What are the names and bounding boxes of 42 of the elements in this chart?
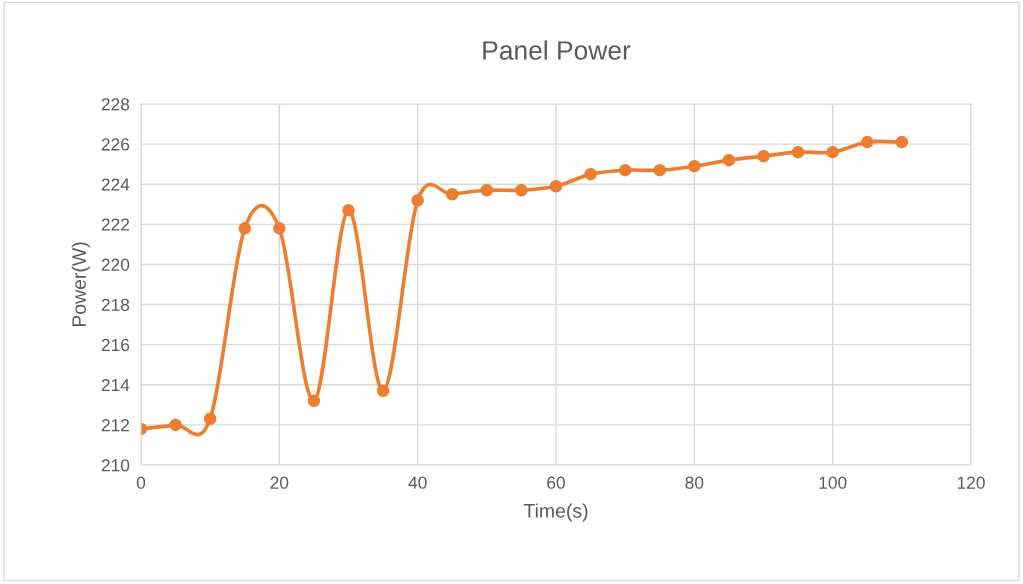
point	[273, 222, 286, 235]
y-tick-label: 220	[101, 258, 130, 271]
point	[688, 159, 701, 173]
point	[791, 145, 805, 159]
y-tick-label: 222	[101, 218, 130, 231]
y-tick-label: 218	[101, 298, 130, 312]
point	[826, 145, 839, 159]
y-axis-title: Power(W)	[71, 242, 90, 327]
x-tick-label: 60	[547, 476, 565, 489]
y-tick-label: 210	[101, 459, 130, 472]
x-axis-title: Time(s)	[523, 503, 588, 522]
point	[895, 135, 909, 149]
point	[860, 135, 874, 149]
point	[238, 222, 252, 235]
x-tick-label: 40	[408, 476, 427, 489]
y-tick-label: 228	[101, 98, 130, 111]
point	[618, 163, 632, 177]
x-tick-label: 100	[819, 476, 847, 489]
point	[480, 183, 494, 197]
y-tick-label: 224	[101, 178, 130, 191]
y-tick-label: 212	[101, 419, 130, 432]
point	[307, 394, 321, 408]
y-tick-label: 226	[101, 138, 130, 151]
y-tick-label: 216	[101, 338, 130, 352]
point	[342, 204, 355, 217]
point	[169, 418, 182, 432]
point	[722, 153, 736, 167]
point	[757, 149, 770, 163]
y-tick-label: 214	[101, 378, 130, 392]
x-tick-label: 120	[957, 476, 985, 489]
point	[653, 163, 667, 177]
point	[376, 384, 390, 398]
point	[515, 183, 528, 197]
x-tick-label: 80	[685, 476, 704, 489]
point	[584, 167, 597, 181]
point	[411, 194, 424, 207]
x-tick-label: 0	[136, 476, 146, 489]
chart-title: Panel Power	[483, 40, 631, 60]
point	[549, 179, 563, 193]
point	[203, 412, 217, 426]
x-tick-label: 20	[270, 476, 289, 489]
point	[445, 187, 459, 201]
